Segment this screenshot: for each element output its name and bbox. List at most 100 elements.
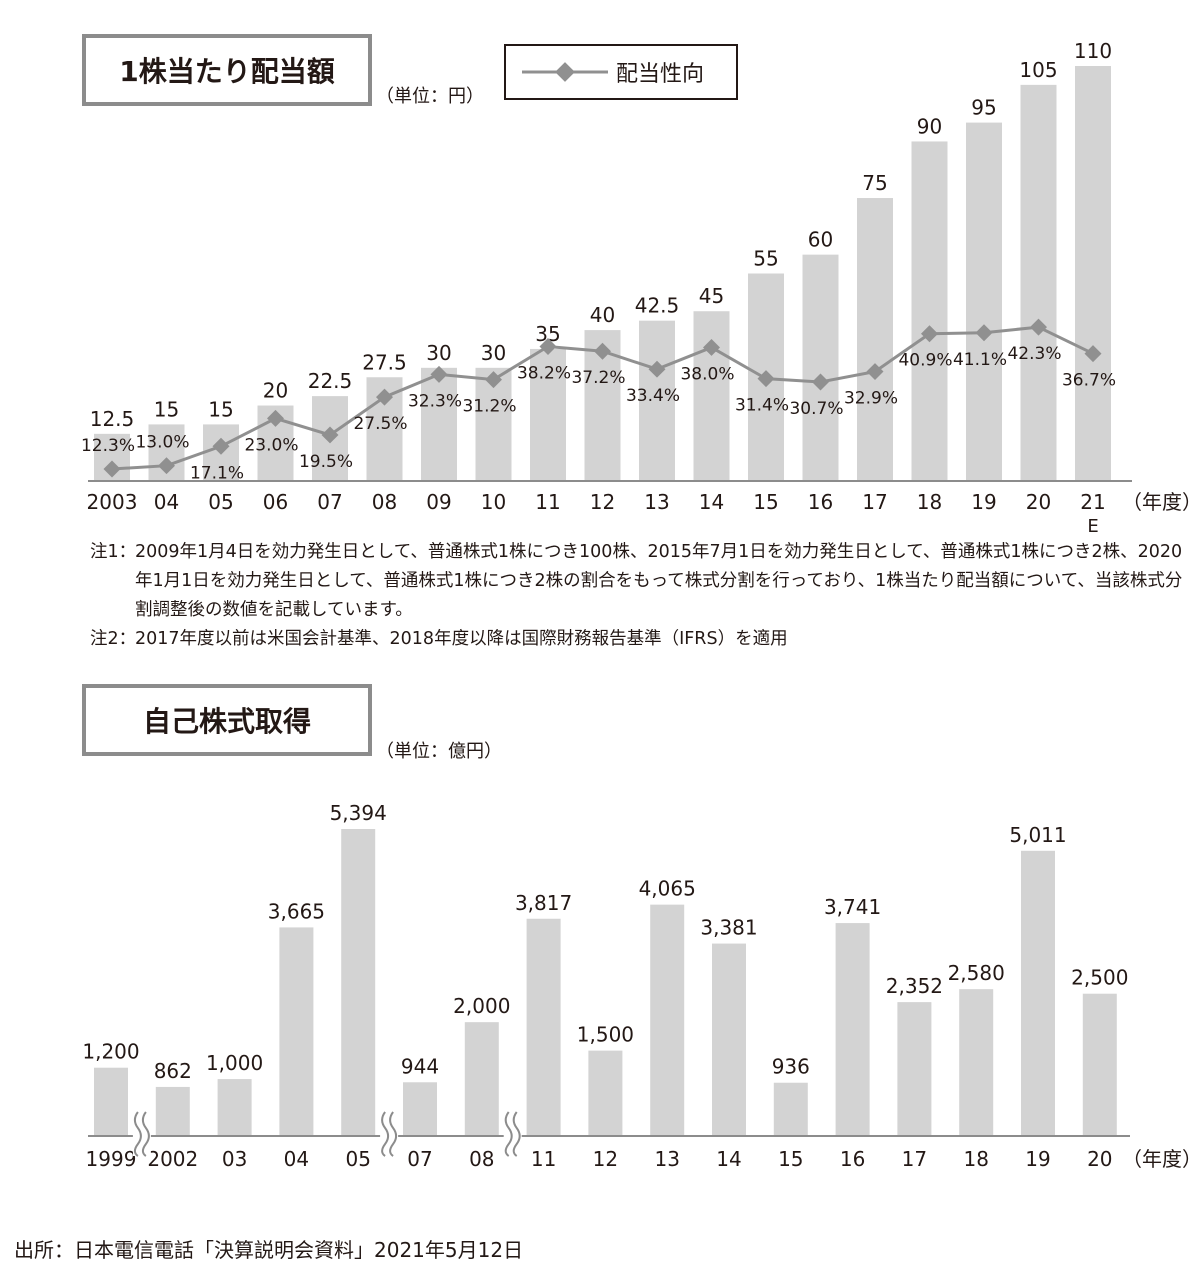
x-tick-label-19: 19 bbox=[971, 490, 996, 514]
x2-tick-label-2002: 2002 bbox=[147, 1147, 198, 1171]
buyback-chart: 1,200 1999 862 2002 1,000 03 3,665 04 5,394 05 944… bbox=[82, 801, 1202, 1171]
buyback-bar-19 bbox=[1021, 850, 1055, 1136]
legend-line-swatch bbox=[522, 62, 608, 82]
dividend-value-label-19: 95 bbox=[971, 96, 996, 120]
dividend-bar-11 bbox=[530, 348, 566, 481]
payout-ratio-label-18: 40.9% bbox=[898, 351, 952, 371]
note-2-label: 注2： bbox=[90, 629, 137, 649]
x-tick-label-06: 06 bbox=[263, 490, 288, 514]
x-tick-label-14: 14 bbox=[699, 490, 724, 514]
payout-ratio-point-07 bbox=[321, 426, 339, 444]
buyback-value-label-20: 2,500 bbox=[1071, 966, 1128, 990]
buyback-bar-15 bbox=[773, 1082, 808, 1136]
dividend-value-label-07: 22.5 bbox=[308, 369, 353, 393]
payout-ratio-point-09 bbox=[430, 365, 448, 383]
payout-ratio-label-2003: 12.3% bbox=[81, 436, 135, 456]
note-1-text: 2009年1月4日を効力発生日として、普通株式1株につき100株、2015年7月… bbox=[135, 542, 1183, 620]
buyback-value-label-11: 3,817 bbox=[515, 891, 572, 915]
x2-tick-label-04: 04 bbox=[284, 1147, 309, 1171]
dividend-value-label-20: 105 bbox=[1019, 58, 1057, 82]
buyback-bar-1999 bbox=[94, 1067, 128, 1136]
x-tick-label-18: 18 bbox=[917, 490, 942, 514]
dividend-value-label-09: 30 bbox=[426, 341, 451, 365]
payout-ratio-point-18 bbox=[921, 325, 938, 343]
dividend-bar-09 bbox=[421, 367, 457, 481]
dividend-value-label-21: 110 bbox=[1074, 39, 1112, 63]
payout-ratio-label-19: 41.1% bbox=[953, 350, 1007, 370]
buyback-bar-07 bbox=[403, 1082, 437, 1136]
x2-tick-label-16: 16 bbox=[840, 1147, 865, 1171]
x-tick-label-21: 21 bbox=[1080, 490, 1105, 514]
buyback-value-label-16: 3,741 bbox=[824, 895, 881, 919]
chart2-unit-label: （単位：億円） bbox=[376, 741, 502, 762]
x2-tick-label-08: 08 bbox=[469, 1147, 494, 1171]
x2-tick-label-12: 12 bbox=[593, 1147, 618, 1171]
buyback-value-label-05: 5,394 bbox=[330, 801, 387, 825]
chart1-legend: 配当性向 bbox=[504, 44, 738, 100]
payout-ratio-label-05: 17.1% bbox=[190, 463, 244, 483]
x2-tick-label-20: 20 bbox=[1087, 1147, 1112, 1171]
x-tick-label-15: 15 bbox=[753, 490, 778, 514]
x2-tick-label-15: 15 bbox=[778, 1147, 803, 1171]
axis-break-mark-after-08 bbox=[503, 1110, 522, 1157]
dividend-bar-16 bbox=[802, 254, 839, 481]
payout-ratio-label-11: 38.2% bbox=[517, 363, 571, 383]
buyback-bar-05 bbox=[341, 829, 376, 1136]
buyback-bar-20 bbox=[1082, 993, 1117, 1136]
dividend-value-label-18: 90 bbox=[917, 114, 942, 138]
buyback-bar-04 bbox=[279, 927, 314, 1136]
payout-ratio-label-14: 38.0% bbox=[680, 364, 734, 384]
payout-ratio-label-06: 23.0% bbox=[244, 435, 298, 455]
buyback-value-label-03: 1,000 bbox=[206, 1051, 263, 1075]
payout-ratio-label-15: 31.4% bbox=[735, 396, 789, 416]
x2-tick-label-1999: 1999 bbox=[86, 1147, 137, 1171]
buyback-value-label-18: 2,580 bbox=[948, 961, 1005, 985]
buyback-bar-2002 bbox=[155, 1086, 190, 1136]
x2-tick-label-05: 05 bbox=[345, 1147, 370, 1171]
payout-ratio-point-2003 bbox=[103, 460, 121, 478]
buyback-bar-12 bbox=[588, 1050, 623, 1136]
dividend-value-label-13: 42.5 bbox=[635, 294, 680, 318]
dividend-value-label-15: 55 bbox=[753, 247, 778, 271]
buyback-bar-14 bbox=[712, 943, 746, 1136]
chart1-title: 1株当たり配当額 bbox=[82, 34, 372, 106]
payout-ratio-point-10 bbox=[485, 371, 502, 389]
payout-ratio-point-08 bbox=[376, 388, 393, 406]
dividend-bar-17 bbox=[857, 198, 893, 481]
x-tick-label-16: 16 bbox=[808, 490, 833, 514]
x-tick-label-05: 05 bbox=[208, 490, 233, 514]
buyback-value-label-13: 4,065 bbox=[639, 877, 696, 901]
note-1: 注1： 2009年1月4日を効力発生日として、普通株式1株につき100株、201… bbox=[90, 538, 1195, 625]
dividend-bar-13 bbox=[639, 320, 675, 481]
dividend-bar-18 bbox=[911, 141, 948, 482]
axis-break-mark-after-05 bbox=[380, 1110, 399, 1157]
payout-ratio-point-13 bbox=[648, 360, 666, 378]
dividend-value-label-06: 20 bbox=[263, 379, 288, 403]
dividend-bar-20 bbox=[1020, 84, 1057, 481]
dividend-value-label-05: 15 bbox=[208, 397, 233, 421]
x2-tick-label-19: 19 bbox=[1025, 1147, 1050, 1171]
buyback-bar-16 bbox=[835, 923, 870, 1136]
chart2-title-text: 自己株式取得 bbox=[142, 705, 311, 738]
note-2: 注2： 2017年度以前は米国会計基準、2018年度以降は国際財務報告基準（IF… bbox=[90, 625, 1195, 654]
x-tick-label-2003: 2003 bbox=[87, 490, 138, 514]
x-tick-label-11: 11 bbox=[535, 490, 560, 514]
dividend-value-label-10: 30 bbox=[481, 341, 506, 365]
payout-ratio-label-20: 42.3% bbox=[1007, 344, 1061, 364]
payout-ratio-label-12: 37.2% bbox=[571, 368, 625, 388]
x-tick-label-12: 12 bbox=[590, 490, 615, 514]
buyback-bar-03 bbox=[217, 1079, 252, 1136]
x2-tick-label-17: 17 bbox=[902, 1147, 927, 1171]
x2-tick-label-07: 07 bbox=[407, 1147, 432, 1171]
payout-ratio-point-06 bbox=[267, 409, 284, 427]
chart2-title: 自己株式取得 bbox=[82, 684, 372, 756]
dividend-value-label-2003: 12.5 bbox=[90, 407, 135, 431]
buyback-bar-11 bbox=[526, 918, 561, 1136]
payout-ratio-point-14 bbox=[703, 338, 720, 356]
chart1-title-text: 1株当たり配当額 bbox=[119, 55, 335, 88]
payout-ratio-label-10: 31.2% bbox=[462, 397, 516, 417]
chart1-x-unit: （年度） bbox=[1122, 490, 1202, 514]
payout-ratio-point-19 bbox=[975, 324, 993, 342]
buyback-value-label-04: 3,665 bbox=[268, 899, 325, 923]
x-tick-label-07: 07 bbox=[317, 490, 342, 514]
